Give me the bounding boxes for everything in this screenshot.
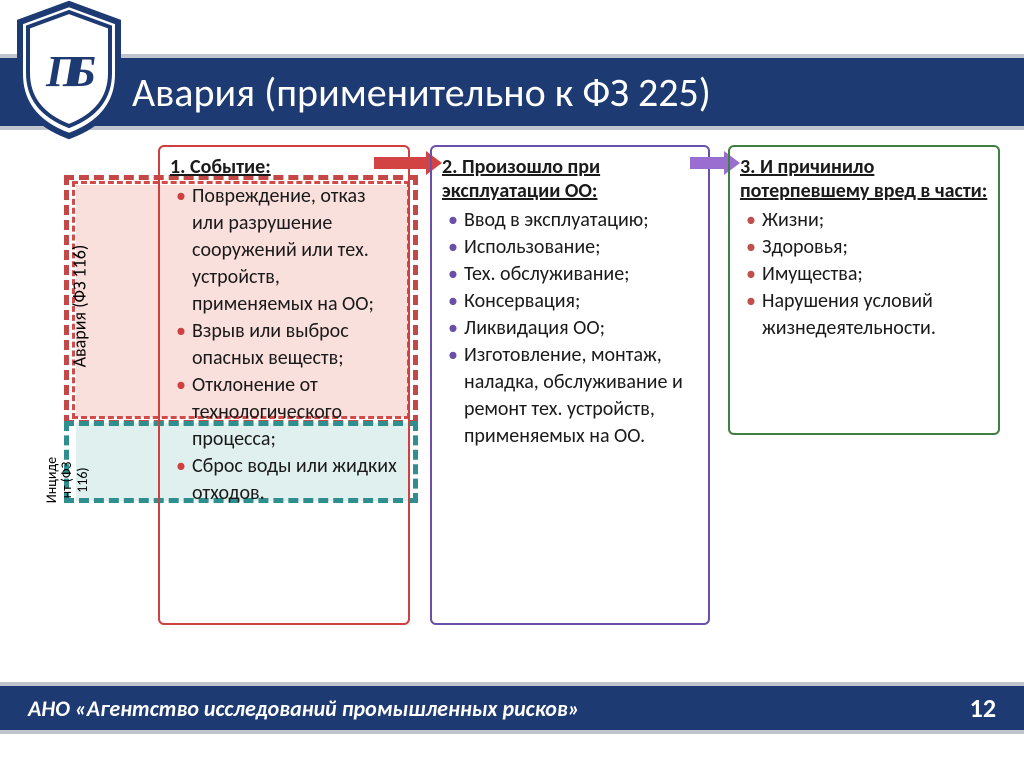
footer-org: АНО «Агентство исследований промышленных… <box>28 695 580 722</box>
column-harm-list: Жизни; Здоровья; Имущества; Нарушения ус… <box>740 207 988 342</box>
header-bottom-line <box>0 126 1024 130</box>
footer-bar: АНО «Агентство исследований промышленных… <box>0 686 1024 730</box>
list-item: Здоровья; <box>740 234 988 261</box>
side-label-incident-text: Инцидент (ФЗ116) <box>43 457 91 503</box>
list-item: Повреждение, отказ или разрушение сооруж… <box>170 183 398 318</box>
footer-bottom-line <box>0 730 1024 734</box>
column-event-title: 1. Событие: <box>170 155 398 179</box>
list-item: Использование; <box>442 234 698 261</box>
side-label-avaria: Авария (ФЗ 116) <box>68 245 90 368</box>
list-item: Ликвидация ОО; <box>442 315 698 342</box>
content-area: Авария (ФЗ 116) Инцидент (ФЗ116) 1. Собы… <box>30 145 1014 678</box>
list-item: Имущества; <box>740 261 988 288</box>
side-label-avaria-text: Авария (ФЗ 116) <box>68 245 90 368</box>
list-item: Жизни; <box>740 207 988 234</box>
title-bar: Авария (применительно к ФЗ 225) <box>0 58 1024 126</box>
list-item: Консервация; <box>442 288 698 315</box>
list-item: Изготовление, монтаж, наладка, обслужива… <box>442 342 698 450</box>
list-item: Сброс воды или жидких отходов. <box>170 453 398 507</box>
column-exploitation-list: Ввод в эксплуатацию; Использование; Тех.… <box>442 207 698 450</box>
logo-shield: П Б <box>10 0 128 140</box>
list-item: Ввод в эксплуатацию; <box>442 207 698 234</box>
column-harm-title: 3. И причинило потерпевшему вред в части… <box>740 155 988 203</box>
column-event: 1. Событие: Повреждение, отказ или разру… <box>158 145 410 625</box>
list-item: Тех. обслуживание; <box>442 261 698 288</box>
list-item: Отклонение от технологического процесса; <box>170 372 398 453</box>
column-harm: 3. И причинило потерпевшему вред в части… <box>728 145 1000 435</box>
side-label-incident: Инцидент (ФЗ116) <box>44 425 90 535</box>
list-item: Нарушения условий жизнедеятельности. <box>740 288 988 342</box>
column-event-list: Повреждение, отказ или разрушение сооруж… <box>170 183 398 507</box>
svg-text:Б: Б <box>67 47 96 96</box>
column-exploitation: 2. Произошло при эксплуатации ОО: Ввод в… <box>430 145 710 625</box>
list-item: Взрыв или выброс опасных веществ; <box>170 318 398 372</box>
column-exploitation-title: 2. Произошло при эксплуатации ОО: <box>442 155 698 203</box>
page-number: 12 <box>970 692 996 724</box>
